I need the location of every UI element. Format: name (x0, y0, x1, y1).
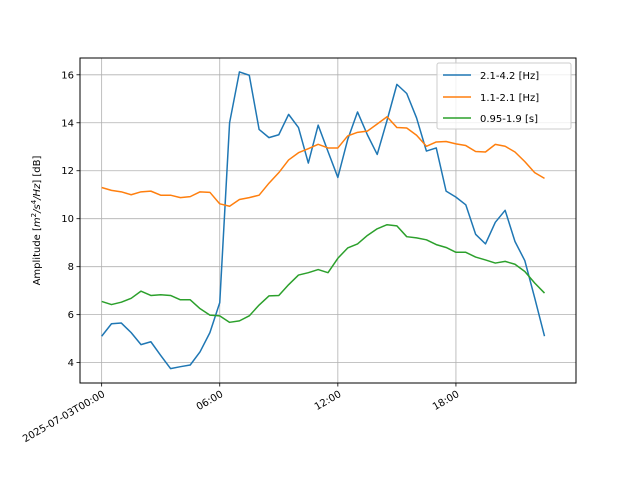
legend: 2.1-4.2 [Hz] 1.1-2.1 [Hz] 0.95-1.9 [s] (436, 62, 572, 130)
y-tick-label: 6 (68, 310, 74, 321)
series-line-3 (101, 223, 546, 324)
y-axis-label-m-exponent: 2 (30, 213, 38, 217)
y-axis-label-prefix: Amplitude [ (32, 227, 43, 285)
legend-label-series-2: 1.1-2.1 [Hz] (480, 93, 539, 104)
plot-lines (101, 71, 546, 370)
legend-label-series-3: 0.95-1.9 [s] (480, 114, 538, 125)
y-axis-label-m: m (32, 217, 43, 227)
y-axis-label-suffix: ] [dB] (32, 155, 43, 183)
y-tick-label: 16 (61, 70, 74, 81)
y-tick-label: 10 (61, 214, 74, 225)
y-tick-label: 4 (68, 358, 74, 369)
y-tick-label: 14 (61, 118, 74, 129)
y-tick-label: 12 (61, 166, 74, 177)
series-line-1 (101, 71, 546, 370)
y-tick-label: 8 (68, 262, 74, 273)
y-axis-ticks: 4 6 8 10 12 14 16 (61, 70, 80, 369)
y-axis-label-per-hz: /Hz (32, 183, 43, 201)
legend-box (436, 62, 572, 130)
plot-frame (79, 57, 577, 384)
series-line-2 (101, 116, 545, 207)
y-axis-label-per-s: /s (32, 204, 43, 214)
legend-label-series-1: 2.1-4.2 [Hz] (480, 71, 539, 82)
y-axis-label-s-exponent: 4 (30, 199, 38, 204)
y-axis-label: Amplitude [m2/s4/Hz] [dB] (30, 155, 43, 285)
